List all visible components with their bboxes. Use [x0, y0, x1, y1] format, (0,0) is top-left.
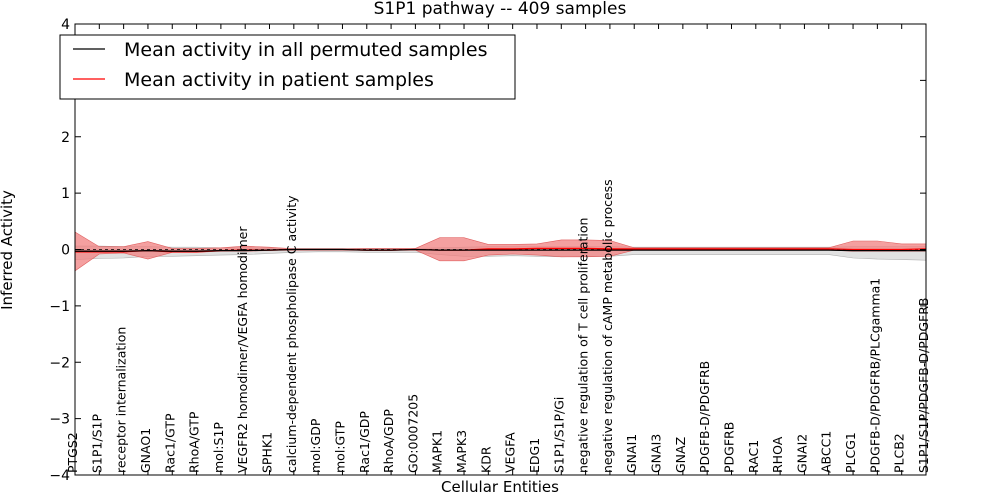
- category-label: VEGFR2 homodimer/VEGFA homodimer: [235, 226, 250, 473]
- category-label: mol:S1P: [211, 422, 226, 473]
- category-label: S1P1/S1P/Gi: [551, 397, 566, 473]
- category-label: Rac1/GDP: [357, 411, 372, 473]
- category-label: GNAZ: [673, 437, 688, 473]
- category-label: PDGFB-D/PDGFRB: [697, 361, 712, 473]
- category-label: PDGFB-D/PDGFRB/PLCgamma1: [867, 278, 882, 473]
- x-axis-title: Cellular Entities: [441, 478, 559, 496]
- permuted-mean-line: [75, 248, 926, 252]
- category-label: GNAO1: [138, 428, 153, 473]
- category-label: negative regulation of cAMP metabolic pr…: [600, 179, 615, 473]
- category-label: GNAI1: [624, 434, 639, 473]
- category-label: S1P1/S1P/PDGFB-D/PDGFRB: [916, 298, 931, 474]
- category-label: MAPK3: [454, 430, 469, 473]
- category-label: calcium-dependent phospholipase C activi…: [284, 195, 299, 473]
- y-tick-label: 0: [61, 243, 70, 259]
- category-label: PLCB2: [892, 433, 907, 473]
- y-tick-label: 4: [61, 17, 70, 33]
- category-label: RHOA: [770, 436, 785, 473]
- chart-title: S1P1 pathway -- 409 samples: [374, 0, 627, 19]
- category-label: RhoA/GDP: [381, 409, 396, 473]
- category-label: PLCG1: [843, 432, 858, 473]
- legend-box: [59, 34, 516, 100]
- category-label: negative regulation of T cell proliferat…: [576, 218, 591, 473]
- category-label: KDR: [478, 446, 493, 473]
- series-lines: [75, 247, 927, 253]
- category-label: GNAI3: [649, 434, 664, 473]
- category-label: PDGFRB: [722, 422, 737, 473]
- y-tick-label: −4: [49, 468, 70, 484]
- category-label: SPHK1: [260, 432, 275, 473]
- category-label: Rac1/GTP: [162, 413, 177, 473]
- axes: −4−3−2−101234: [49, 17, 927, 484]
- category-label: RhoA/GTP: [187, 411, 202, 473]
- category-label: EDG1: [527, 438, 542, 473]
- category-labels: PTGS2 S1P1/S1P receptor internalization GNA…: [65, 179, 931, 473]
- category-label: ABCC1: [819, 431, 834, 473]
- y-tick-label: −2: [49, 355, 70, 371]
- y-tick-label: −1: [49, 299, 70, 315]
- category-label: GO:0007205: [405, 394, 420, 473]
- category-label: GNAI2: [794, 434, 809, 473]
- category-label: S1P1/S1P: [89, 414, 104, 473]
- y-tick-label: 2: [61, 130, 70, 146]
- legend: Mean activity in all permuted samples Me…: [59, 34, 516, 100]
- y-tick-label: −3: [49, 412, 70, 428]
- category-label: VEGFA: [503, 432, 518, 473]
- legend-label-patient: Mean activity in patient samples: [124, 69, 434, 91]
- category-label: mol:GDP: [308, 418, 323, 473]
- y-axis-title: Inferred Activity: [0, 190, 16, 310]
- category-label: MAPK1: [430, 430, 445, 473]
- y-tick-label: 1: [61, 186, 70, 202]
- category-label: RAC1: [746, 440, 761, 473]
- category-label: receptor internalization: [114, 327, 129, 473]
- legend-label-permuted: Mean activity in all permuted samples: [124, 39, 487, 61]
- category-label: PTGS2: [65, 432, 80, 473]
- category-label: mol:GTP: [333, 421, 348, 473]
